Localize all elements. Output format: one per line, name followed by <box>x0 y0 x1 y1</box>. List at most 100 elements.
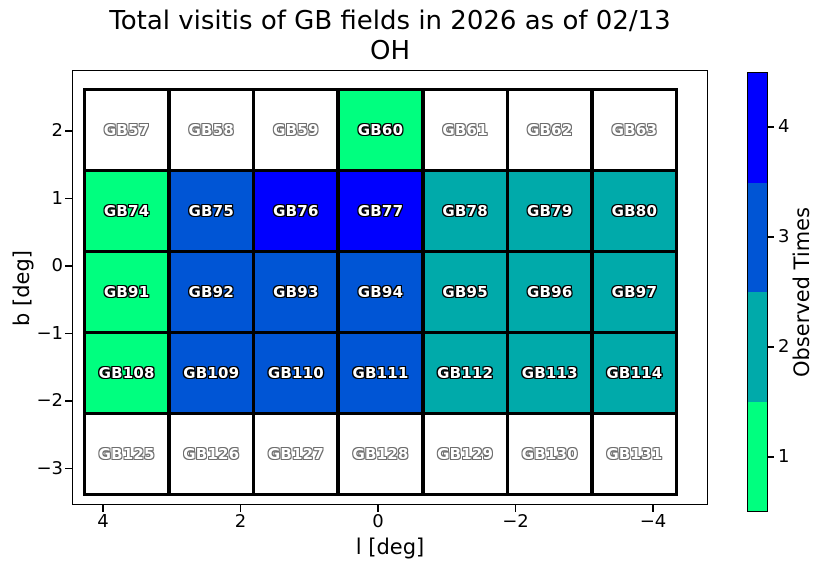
x-tick-mark <box>239 505 242 512</box>
x-tick-mark <box>514 505 517 512</box>
colorbar-tick-label: 3 <box>778 226 790 247</box>
grid-cell: GB128 <box>339 415 422 493</box>
colorbar-tick-label: 1 <box>778 446 790 467</box>
chart-title-line2: OH <box>369 36 410 66</box>
colorbar-segment <box>748 292 767 402</box>
colorbar-tick-mark <box>768 456 774 458</box>
grid-cell: GB127 <box>255 415 337 493</box>
x-tick-label: −2 <box>502 511 529 532</box>
grid-cell: GB111 <box>339 334 422 412</box>
grid-cell-label: GB58 <box>188 120 234 139</box>
grid-cell-label: GB80 <box>611 201 658 220</box>
colorbar-label: Observed Times <box>790 206 814 378</box>
grid-cell-label: GB109 <box>183 364 240 383</box>
grid-cell: GB78 <box>424 172 506 250</box>
grid-cell-label: GB108 <box>98 364 155 383</box>
grid-cell-label: GB61 <box>442 120 488 139</box>
grid-cell: GB113 <box>509 334 591 412</box>
y-tick-mark <box>65 400 72 402</box>
y-tick-mark <box>65 265 72 267</box>
x-tick-mark <box>652 505 654 512</box>
x-tick-label: 2 <box>234 511 247 532</box>
grid-cell-label: GB95 <box>442 283 488 301</box>
grid-cell-label: GB113 <box>521 364 578 383</box>
grid-cell-label: GB112 <box>437 364 494 383</box>
grid-cell: GB131 <box>593 415 675 493</box>
x-tick-label: 0 <box>372 511 384 532</box>
grid-cell-label: GB59 <box>273 120 319 139</box>
grid-cell-label: GB126 <box>183 445 240 464</box>
grid-cell: GB62 <box>509 91 591 169</box>
colorbar-tick-mark <box>768 236 774 238</box>
colorbar <box>747 72 768 512</box>
grid-cell: GB126 <box>170 415 252 493</box>
grid-cell: GB79 <box>509 172 591 250</box>
grid-cell-label: GB75 <box>188 201 234 220</box>
grid-cell-label: GB130 <box>521 445 578 464</box>
grid-cell: GB108 <box>86 334 168 412</box>
grid-cell: GB94 <box>339 253 422 331</box>
grid-cell-label: GB91 <box>103 283 150 301</box>
grid-cell: GB92 <box>170 253 252 331</box>
colorbar-tick-label: 4 <box>778 116 790 137</box>
grid-cell: GB96 <box>509 253 591 331</box>
grid-cell: GB93 <box>255 253 337 331</box>
grid-cell-label: GB129 <box>437 445 494 464</box>
grid-cell-label: GB131 <box>606 445 663 464</box>
y-tick-label: 1 <box>51 187 63 209</box>
grid-cell-label: GB127 <box>267 445 324 464</box>
y-tick-label: 2 <box>51 120 63 141</box>
grid-cell: GB60 <box>339 91 422 169</box>
grid-cell: GB130 <box>509 415 591 493</box>
grid-cell: GB91 <box>86 253 168 331</box>
field-heatmap-grid: GB57 GB58 GB59 GB60 GB61 GB62 GB63 GB74 GB75 GB76… <box>83 88 678 496</box>
colorbar-segment <box>748 73 767 183</box>
x-tick-mark <box>102 505 104 512</box>
grid-cell: GB95 <box>424 253 506 331</box>
grid-cell: GB97 <box>593 253 675 331</box>
grid-cell-label: GB93 <box>273 283 319 301</box>
grid-cell-label: GB125 <box>98 445 155 464</box>
y-tick-mark <box>65 197 72 200</box>
grid-cell-label: GB74 <box>103 201 150 220</box>
grid-cell-label: GB57 <box>103 120 150 139</box>
x-tick-label: −4 <box>639 511 667 532</box>
grid-cell-label: GB96 <box>527 283 573 301</box>
y-tick-mark <box>65 130 72 132</box>
colorbar-tick-label: 2 <box>778 336 790 357</box>
colorbar-segment <box>748 182 767 292</box>
chart-title: Total visitis of GB fields in 2026 as of… <box>72 6 708 66</box>
y-tick-label: 0 <box>51 255 63 276</box>
colorbar-tick-mark <box>768 346 774 348</box>
grid-cell: GB76 <box>255 172 337 250</box>
y-tick-label: −1 <box>36 322 63 344</box>
grid-cell: GB110 <box>255 334 337 412</box>
grid-cell-label: GB97 <box>611 283 658 301</box>
grid-cell: GB129 <box>424 415 506 493</box>
grid-cell: GB80 <box>593 172 675 250</box>
grid-cell-label: GB114 <box>606 364 663 383</box>
grid-cell: GB59 <box>255 91 337 169</box>
grid-cell: GB77 <box>339 172 422 250</box>
grid-cell-label: GB79 <box>527 201 573 220</box>
grid-cell-label: GB63 <box>611 120 658 139</box>
grid-cell: GB57 <box>86 91 168 169</box>
x-axis-label: l [deg] <box>355 535 425 559</box>
grid-cell-label: GB62 <box>527 120 573 139</box>
grid-cell-label: GB76 <box>273 201 319 220</box>
y-tick-mark <box>65 332 72 335</box>
grid-cell: GB58 <box>170 91 252 169</box>
grid-cell-label: GB60 <box>357 120 404 139</box>
grid-cell-label: GB111 <box>352 364 409 383</box>
grid-cell: GB112 <box>424 334 506 412</box>
grid-cell: GB125 <box>86 415 168 493</box>
grid-cell: GB63 <box>593 91 675 169</box>
x-tick-mark <box>377 505 379 512</box>
grid-cell-label: GB110 <box>267 364 324 383</box>
colorbar-segment <box>748 401 767 511</box>
grid-cell-label: GB77 <box>357 201 404 220</box>
grid-cell-label: GB128 <box>352 445 409 464</box>
grid-cell: GB109 <box>170 334 252 412</box>
chart-title-line1: Total visitis of GB fields in 2026 as of… <box>109 6 671 36</box>
